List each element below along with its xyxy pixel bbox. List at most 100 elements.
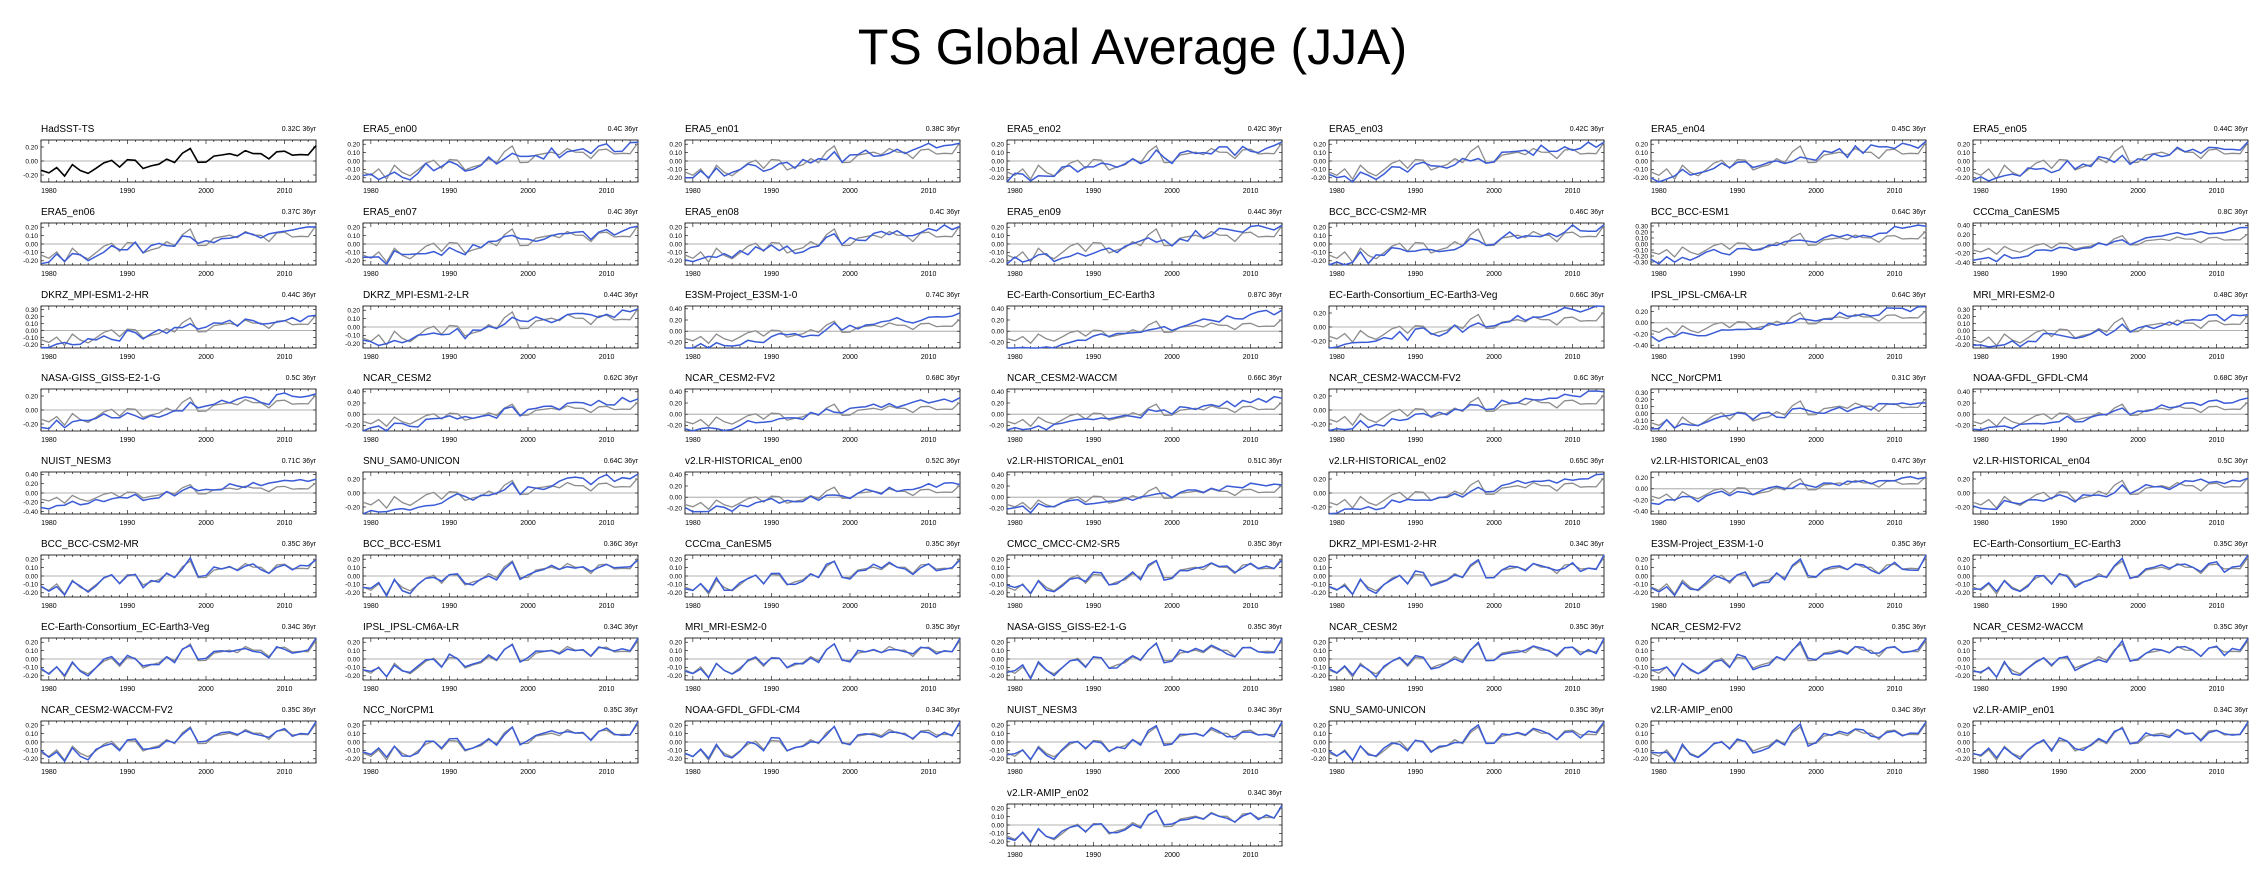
x-tick-label: 1990 xyxy=(120,437,136,444)
y-tick-label: 0.20 xyxy=(347,476,360,483)
y-tick-label: 0.00 xyxy=(1957,573,1970,580)
x-tick-label: 2010 xyxy=(2209,188,2225,195)
x-tick-label: 1980 xyxy=(685,354,701,361)
x-tick-label: 2000 xyxy=(842,271,858,278)
panel-trend: 0.44C 36yr xyxy=(2214,126,2249,133)
y-tick-label: -0.20 xyxy=(1955,251,1970,258)
model-series-line xyxy=(1650,140,1927,183)
x-tick-label: 2010 xyxy=(1243,271,1259,278)
panel: MRI_MRI-ESM2-0 0.35C 36yr 0.200.100.00 -0.1… xyxy=(667,622,960,693)
x-tick-label: 2000 xyxy=(2130,354,2146,361)
panel: IPSL_IPSL-CM6A-LR 0.64C 36yr 0.20 0.00 -0.20… xyxy=(1633,290,1926,361)
y-tick-label: 0.00 xyxy=(1635,573,1648,580)
y-tick-label: -0.10 xyxy=(345,333,360,340)
reference-series-line xyxy=(1972,477,2249,510)
x-tick-label: 2000 xyxy=(1486,188,1502,195)
y-tick-label: 0.00 xyxy=(669,495,682,502)
x-tick-label: 2010 xyxy=(2209,437,2225,444)
y-tick-label: 0.20 xyxy=(1957,232,1970,239)
y-tick-label: 0.20 xyxy=(1957,400,1970,407)
x-tick-label: 2010 xyxy=(1565,603,1581,610)
y-tick-label: 0.20 xyxy=(347,723,360,730)
x-tick-label: 1980 xyxy=(685,188,701,195)
panel: ERA5_en05 0.44C 36yr 0.200.100.00 -0.10-0.2… xyxy=(1955,124,2248,195)
panel-title: ERA5_en06 xyxy=(41,207,95,218)
y-tick-label: 0.20 xyxy=(1635,309,1648,316)
x-tick-label: 1990 xyxy=(2052,188,2068,195)
y-tick-label: 0.20 xyxy=(669,142,682,149)
x-tick-label: 1990 xyxy=(1730,271,1746,278)
y-tick-label: 0.10 xyxy=(1313,150,1326,157)
y-tick-label: 0.20 xyxy=(991,640,1004,647)
y-tick-label: 0.00 xyxy=(1313,407,1326,414)
y-tick-label: 0.20 xyxy=(1635,557,1648,564)
reference-series-line xyxy=(362,477,639,510)
model-series-line xyxy=(1972,226,2249,263)
x-tick-label: 2000 xyxy=(1486,603,1502,610)
panel-trend: 0.68C 36yr xyxy=(926,375,961,382)
x-tick-label: 2000 xyxy=(842,520,858,527)
y-tick-label: 0.00 xyxy=(1957,490,1970,497)
model-series-line xyxy=(1328,473,1605,515)
panel-title: v2.LR-HISTORICAL_en04 xyxy=(1973,456,2091,467)
x-tick-label: 2010 xyxy=(1565,354,1581,361)
model-series-line xyxy=(1328,305,1605,349)
x-tick-label: 1980 xyxy=(363,354,379,361)
panel-trend: 0.35C 36yr xyxy=(926,541,961,548)
y-tick-label: -0.30 xyxy=(1633,259,1648,266)
y-tick-label: 0.20 xyxy=(1957,476,1970,483)
x-tick-label: 1980 xyxy=(41,188,57,195)
panel-trend: 0.74C 36yr xyxy=(926,292,961,299)
y-tick-label: -0.10 xyxy=(989,665,1004,672)
y-tick-label: -0.20 xyxy=(23,756,38,763)
y-tick-label: 0.10 xyxy=(1313,648,1326,655)
y-tick-label: -0.10 xyxy=(23,665,38,672)
y-tick-label: 0.00 xyxy=(1313,490,1326,497)
reference-series-line xyxy=(362,308,639,347)
x-tick-label: 1980 xyxy=(1973,271,1989,278)
panel: v2.LR-HISTORICAL_en02 0.65C 36yr 0.20 0.00 -… xyxy=(1311,456,1604,527)
y-tick-label: -0.10 xyxy=(1955,335,1970,342)
x-tick-label: 1990 xyxy=(120,520,136,527)
y-tick-label: 0.20 xyxy=(669,317,682,324)
panel: E3SM-Project_E3SM-1-0 0.35C 36yr 0.200.100… xyxy=(1633,539,1927,610)
y-tick-label: -0.20 xyxy=(345,175,360,182)
model-series-line xyxy=(40,556,317,597)
plot-frame xyxy=(362,388,639,432)
y-tick-label: -0.20 xyxy=(989,340,1004,347)
y-tick-label: 0.20 xyxy=(1313,640,1326,647)
y-tick-label: -0.10 xyxy=(667,167,682,174)
x-tick-label: 1980 xyxy=(1007,603,1023,610)
y-tick-label: -0.40 xyxy=(1633,509,1648,516)
x-tick-label: 2010 xyxy=(1565,686,1581,693)
x-tick-label: 2010 xyxy=(921,354,937,361)
x-tick-label: 2000 xyxy=(520,520,536,527)
y-tick-label: -0.20 xyxy=(1311,673,1326,680)
x-tick-label: 2000 xyxy=(2130,603,2146,610)
panel-trend: 0.44C 36yr xyxy=(604,292,639,299)
panel-title: E3SM-Project_E3SM-1-0 xyxy=(1651,539,1764,550)
y-tick-label: -0.20 xyxy=(1633,590,1648,597)
y-tick-label: 0.00 xyxy=(669,656,682,663)
model-series-line xyxy=(40,637,317,677)
x-tick-label: 1990 xyxy=(2052,354,2068,361)
x-tick-label: 1990 xyxy=(1408,188,1424,195)
y-tick-label: -0.20 xyxy=(1633,253,1648,260)
model-series-line xyxy=(1650,305,1927,343)
x-tick-label: 2010 xyxy=(2209,271,2225,278)
x-tick-label: 1980 xyxy=(363,769,379,776)
x-tick-label: 2000 xyxy=(1164,603,1180,610)
x-tick-label: 1990 xyxy=(764,686,780,693)
y-tick-label: 0.20 xyxy=(347,308,360,315)
x-tick-label: 1980 xyxy=(363,686,379,693)
panel-title: DKRZ_MPI-ESM1-2-HR xyxy=(1329,539,1437,550)
y-tick-label: 0.00 xyxy=(1635,320,1648,327)
panel-trend: 0.44C 36yr xyxy=(282,292,317,299)
panel: NOAA-GFDL_GFDL-CM4 0.68C 36yr 0.40 0.20 0.00… xyxy=(1955,373,2248,444)
reference-series-line xyxy=(362,401,639,428)
y-tick-label: 0.20 xyxy=(1635,229,1648,236)
panel: CCCma_CanESM5 0.8C 36yr 0.40 0.20 0.00 -0.20 -… xyxy=(1955,207,2248,278)
panel-title: NCAR_CESM2-WACCM xyxy=(1007,373,1117,384)
y-tick-label: 0.20 xyxy=(1313,225,1326,232)
y-tick-label: -0.10 xyxy=(1311,582,1326,589)
